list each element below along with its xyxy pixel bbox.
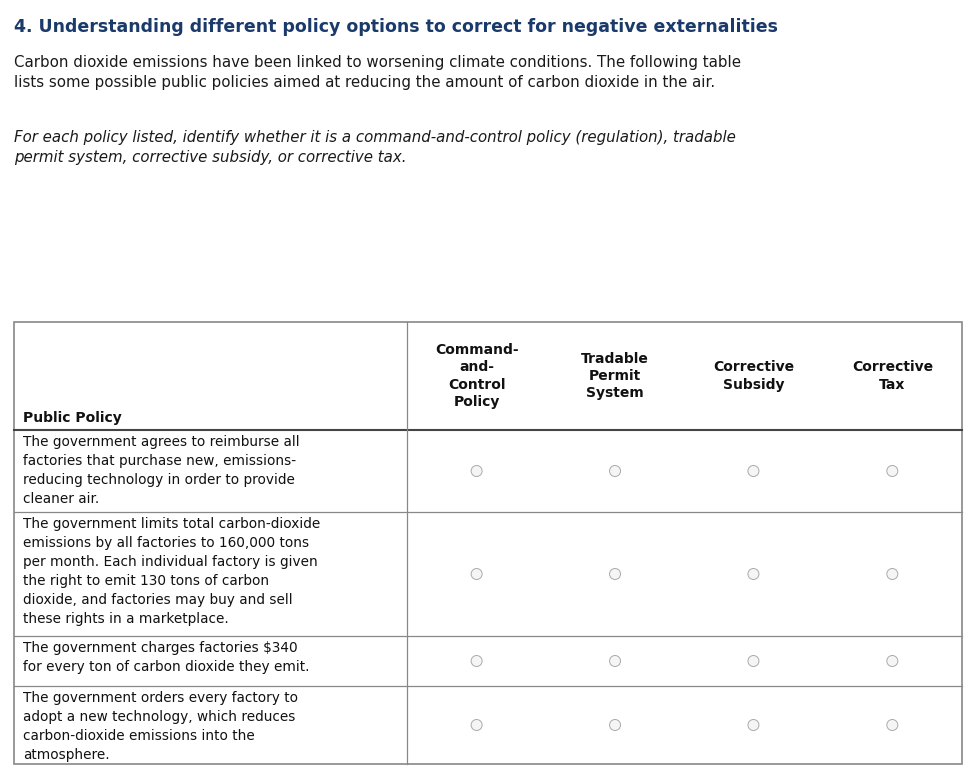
Text: 4. Understanding different policy options to correct for negative externalities: 4. Understanding different policy option… xyxy=(14,18,778,36)
Text: Carbon dioxide emissions have been linked to worsening climate conditions. The f: Carbon dioxide emissions have been linke… xyxy=(14,55,741,90)
Text: The government limits total carbon-dioxide
emissions by all factories to 160,000: The government limits total carbon-dioxi… xyxy=(22,517,319,626)
Text: Command-
and-
Control
Policy: Command- and- Control Policy xyxy=(435,343,518,409)
Text: The government charges factories $340
for every ton of carbon dioxide they emit.: The government charges factories $340 fo… xyxy=(22,642,309,674)
Text: Public Policy: Public Policy xyxy=(22,411,121,426)
Text: Corrective
Subsidy: Corrective Subsidy xyxy=(712,361,793,392)
Text: Corrective
Tax: Corrective Tax xyxy=(851,361,932,392)
Text: For each policy listed, identify whether it is a command-and-control policy (reg: For each policy listed, identify whether… xyxy=(14,130,735,165)
Text: Tradable
Permit
System: Tradable Permit System xyxy=(580,351,649,400)
Text: The government orders every factory to
adopt a new technology, which reduces
car: The government orders every factory to a… xyxy=(22,691,298,762)
Text: The government agrees to reimburse all
factories that purchase new, emissions-
r: The government agrees to reimburse all f… xyxy=(22,436,299,506)
